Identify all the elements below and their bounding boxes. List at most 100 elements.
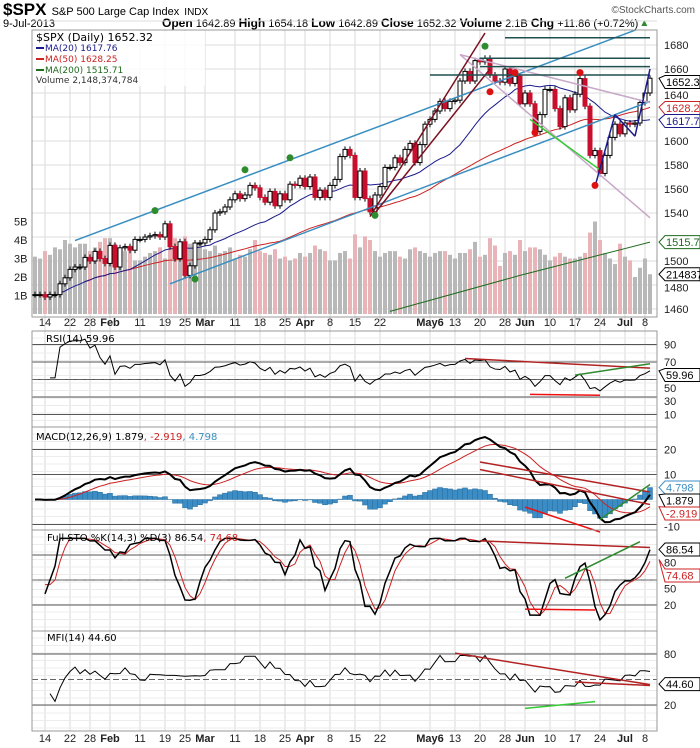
trendline	[529, 118, 601, 171]
volume-bar	[343, 251, 347, 314]
trendline	[634, 68, 651, 137]
candle-body	[42, 294, 48, 298]
macd-trendline	[479, 468, 651, 506]
volume-bar	[648, 274, 652, 314]
macd-signal-line	[35, 443, 651, 514]
date-label: 18	[254, 317, 266, 329]
volume-tick-label: 2B	[14, 272, 27, 284]
macd-histogram-bar	[237, 490, 243, 500]
candle-body	[82, 256, 88, 268]
indicator-panels	[35, 338, 653, 710]
volume-bar	[218, 252, 222, 314]
volume-bar	[308, 252, 312, 314]
macd-histogram-bar	[507, 499, 513, 505]
volume-bar	[398, 256, 402, 314]
ma50-tag: 1628.25	[666, 103, 700, 115]
volume-bar	[233, 258, 237, 314]
mfi-trendline	[454, 652, 651, 686]
price-plot	[32, 30, 653, 312]
macd-histogram-bar	[542, 499, 548, 515]
chg-label: Chg	[531, 16, 554, 30]
volume-bar	[498, 265, 502, 314]
volume-bar	[283, 256, 287, 314]
candle-body	[257, 187, 263, 198]
candle-body	[217, 211, 223, 214]
sto-trendline	[524, 608, 596, 611]
volume-bar	[293, 258, 297, 314]
open-label: Open	[162, 16, 193, 30]
macd-histogram-bar	[502, 499, 508, 503]
sto-d-line	[45, 537, 651, 616]
volume-bar	[323, 251, 327, 314]
volume-bar	[168, 240, 172, 314]
mfi-tag: 44.60	[666, 679, 694, 691]
candle-body	[222, 206, 228, 213]
volume-bar	[73, 247, 77, 314]
macd-histogram-bar	[97, 492, 103, 500]
candle-body	[567, 97, 573, 111]
candle-body	[317, 189, 323, 198]
candle-body	[122, 246, 128, 249]
high-value: 1654.18	[268, 18, 308, 30]
candle-body	[612, 123, 618, 138]
macd-histogram-bar	[452, 489, 458, 500]
date-label: Feb	[100, 733, 120, 745]
volume-bar	[173, 238, 177, 314]
mfi-tag-box	[658, 677, 700, 692]
macd-histogram-bar	[322, 499, 328, 506]
candle-body	[57, 283, 63, 296]
candle-body	[517, 75, 523, 105]
volume-bar	[53, 247, 57, 314]
candle-body	[62, 277, 68, 285]
volume-bar	[473, 241, 477, 314]
title-line: $SPX S&P 500 Large Cap Index INDX	[3, 0, 209, 19]
volume-bar	[198, 241, 202, 314]
candle-body	[407, 142, 413, 150]
candle-body	[572, 93, 578, 111]
volume-bar	[408, 249, 412, 314]
candle-body	[202, 238, 208, 244]
volume-tick-label: 4B	[14, 235, 27, 247]
volume-tick-label: 5B	[14, 217, 27, 229]
volume-bar	[503, 252, 507, 314]
macd-histogram-bar	[582, 499, 588, 504]
volume-value: 2.1B	[505, 18, 528, 30]
quote-date: 9-Jul-2013	[3, 18, 55, 30]
volume-bar	[488, 238, 492, 314]
volume-bar	[428, 256, 432, 314]
macd-histogram-bar	[157, 497, 163, 500]
macd-histogram-bar	[572, 499, 578, 508]
candle-body	[107, 244, 113, 264]
candle-body	[327, 184, 333, 198]
candle-body	[32, 294, 38, 297]
up-triangle-icon	[641, 20, 648, 26]
volume-bar	[138, 260, 142, 314]
volume-bar	[533, 247, 537, 314]
date-label: 8	[327, 733, 333, 745]
volume-bar	[178, 249, 182, 314]
candle-body	[362, 170, 368, 200]
candle-body	[547, 88, 553, 91]
rsi-tick-label: 30	[664, 396, 676, 408]
candle-body	[337, 156, 343, 180]
candle-body	[37, 294, 43, 297]
volume-bar	[553, 256, 557, 314]
candle-body	[462, 70, 468, 82]
macd-histogram-bar	[257, 494, 263, 500]
macd-histogram-bar	[472, 488, 478, 500]
macd-histogram-bar	[182, 499, 188, 509]
macd-histogram-bar	[177, 499, 183, 504]
date-label: 11	[134, 733, 145, 745]
date-label: 11	[229, 733, 240, 745]
volume-bar	[548, 260, 552, 314]
volume-bar	[373, 251, 377, 314]
candle-body	[592, 150, 598, 156]
sto-tick-label: 80	[664, 558, 676, 570]
macd-histogram-bar	[162, 496, 168, 500]
volume-bar	[388, 251, 392, 314]
volume-bar	[103, 238, 107, 314]
macd-histogram-bar	[402, 495, 408, 500]
macd-histogram-bar	[487, 494, 493, 500]
candle-body	[447, 100, 453, 110]
date-label: May6	[416, 317, 444, 329]
